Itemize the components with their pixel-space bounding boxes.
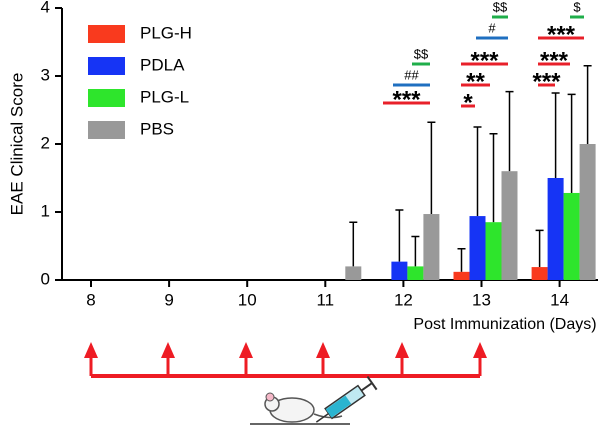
significance-label: *** (470, 47, 499, 74)
y-tick-label: 0 (41, 269, 50, 288)
y-tick-label: 4 (41, 0, 50, 16)
error-bar (505, 90, 514, 172)
error-bar (427, 121, 436, 215)
y-tick-label: 1 (41, 201, 50, 220)
significance-label: $ (573, 0, 581, 14)
bar (423, 214, 440, 280)
y-tick-label: 3 (41, 65, 50, 84)
schedule (84, 342, 487, 378)
x-axis-title: Post Immunization (Days) (413, 316, 596, 333)
bar (407, 266, 424, 280)
x-tick-label: 13 (472, 290, 491, 309)
bar (453, 271, 470, 280)
error-bar (349, 221, 358, 267)
x-tick-label: 9 (164, 290, 173, 309)
significance-label: *** (392, 86, 421, 113)
syringe-icon (315, 375, 378, 423)
x-tick-label: 14 (550, 290, 569, 309)
x-tick-label: 10 (238, 290, 257, 309)
y-tick-label: 2 (41, 133, 50, 152)
legend-swatch (88, 89, 125, 107)
bar (345, 266, 362, 280)
error-bar (457, 247, 466, 272)
mouse-icon (250, 392, 350, 425)
legend-label: PLG-L (140, 87, 189, 106)
legend-swatch (88, 121, 125, 139)
error-bar (411, 235, 420, 267)
bar (579, 144, 596, 280)
significance-label: ## (404, 67, 419, 82)
error-bar (551, 92, 560, 178)
bar (469, 216, 486, 280)
x-tick-label: 8 (86, 290, 95, 309)
significance-label: *** (532, 68, 561, 95)
bar (547, 178, 564, 280)
legend-swatch (88, 25, 125, 43)
error-bar (489, 133, 498, 223)
bar (501, 171, 518, 280)
significance-label: $$ (414, 46, 429, 61)
legend-swatch (88, 57, 125, 75)
bar (391, 261, 408, 280)
x-tick-label: 11 (316, 290, 334, 309)
error-bar (567, 93, 576, 193)
bar (485, 222, 502, 280)
significance-label: * (463, 89, 473, 116)
legend-label: PLG-H (140, 23, 192, 42)
significance-label: *** (540, 47, 569, 74)
bar (563, 192, 580, 280)
x-tick-label: 12 (394, 290, 413, 309)
y-axis-title: EAE Clinical Score (7, 73, 26, 216)
error-bar (395, 209, 404, 262)
significance-label: $$ (493, 0, 508, 14)
bar (531, 267, 548, 280)
injection-arrows (84, 342, 487, 376)
significance-label: *** (547, 21, 576, 48)
error-bar (473, 126, 482, 217)
legend-label: PBS (140, 119, 174, 138)
legend-label: PDLA (140, 55, 185, 74)
significance-label: ** (466, 68, 485, 95)
error-bar (583, 65, 592, 144)
significance-label: # (488, 20, 496, 35)
error-bar (535, 229, 544, 268)
